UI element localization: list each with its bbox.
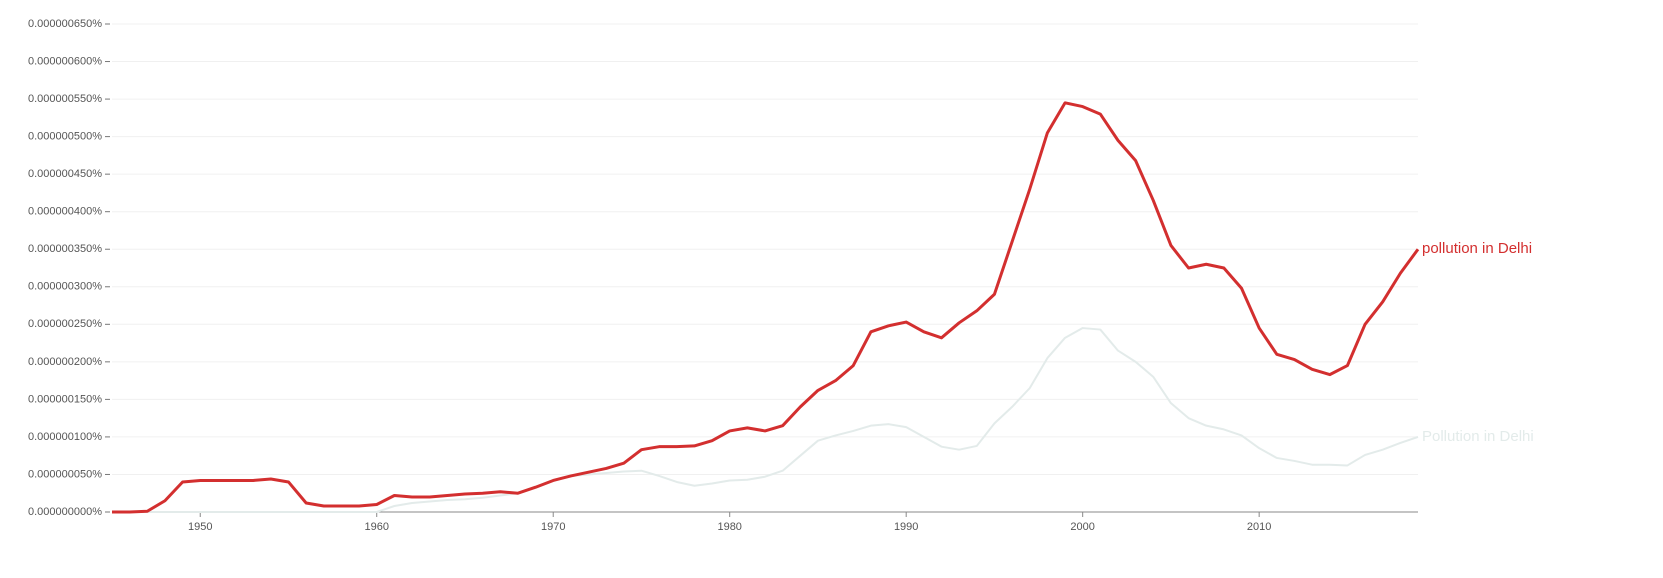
y-tick-label: 0.000000350% — [28, 243, 102, 255]
y-tick-label: 0.000000100% — [28, 431, 102, 443]
y-tick-label: 0.000000050% — [28, 468, 102, 480]
y-tick-label: 0.000000550% — [28, 93, 102, 105]
y-tick-label: 0.000000450% — [28, 168, 102, 180]
series-line — [112, 327, 1419, 513]
y-tick-label: 0.000000400% — [28, 206, 102, 218]
y-tick-label: 0.000000650% — [28, 18, 102, 30]
x-tick-label: 2000 — [1070, 521, 1094, 533]
series-label: pollution in Delhi — [1422, 240, 1532, 257]
y-tick-label: 0.000000000% — [28, 506, 102, 518]
x-tick-label: 1980 — [717, 521, 741, 533]
series-line — [112, 101, 1420, 514]
x-tick-label: 1990 — [894, 521, 918, 533]
series-label: Pollution in Delhi — [1422, 428, 1534, 445]
y-tick-label: 0.000000600% — [28, 55, 102, 67]
x-tick-label: 2010 — [1247, 521, 1271, 533]
y-tick-label: 0.000000300% — [28, 281, 102, 293]
y-tick-label: 0.000000500% — [28, 131, 102, 143]
y-tick-label: 0.000000150% — [28, 393, 102, 405]
x-tick-label: 1970 — [541, 521, 565, 533]
x-tick-label: 1950 — [188, 521, 212, 533]
x-tick-label: 1960 — [364, 521, 388, 533]
y-tick-label: 0.000000200% — [28, 356, 102, 368]
y-tick-label: 0.000000250% — [28, 318, 102, 330]
